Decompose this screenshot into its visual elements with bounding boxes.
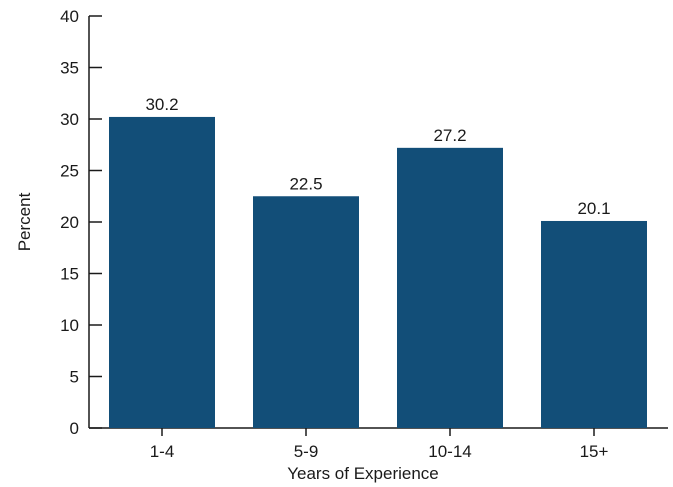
x-axis: 1-4 5-9 10-14 15+ — [89, 427, 668, 461]
x-tick-label: 15+ — [580, 442, 609, 461]
bar — [253, 196, 359, 428]
data-label: 27.2 — [433, 126, 466, 145]
y-tick-label: 40 — [60, 7, 79, 26]
y-tick-label: 35 — [60, 59, 79, 78]
y-tick-label: 5 — [70, 368, 79, 387]
data-label: 20.1 — [577, 199, 610, 218]
y-tick-label: 0 — [70, 419, 79, 438]
y-tick-label: 10 — [60, 316, 79, 335]
bar — [397, 147, 503, 428]
data-label: 30.2 — [145, 95, 178, 114]
bar — [109, 116, 215, 428]
x-tick-label: 5-9 — [294, 442, 319, 461]
x-axis-title: Years of Experience — [287, 464, 439, 483]
y-tick-label: 15 — [60, 265, 79, 284]
x-tick-label: 1-4 — [150, 442, 175, 461]
data-label: 22.5 — [289, 174, 322, 193]
bar — [541, 220, 647, 428]
y-tick-label: 30 — [60, 110, 79, 129]
y-tick-label: 25 — [60, 162, 79, 181]
y-axis-title: Percent — [15, 192, 34, 251]
x-tick-label: 10-14 — [428, 442, 471, 461]
y-axis: 0 5 10 15 20 25 30 35 40 — [60, 7, 102, 438]
bars — [109, 116, 647, 428]
data-labels: 30.2 22.5 27.2 20.1 — [145, 95, 610, 218]
y-tick-label: 20 — [60, 213, 79, 232]
